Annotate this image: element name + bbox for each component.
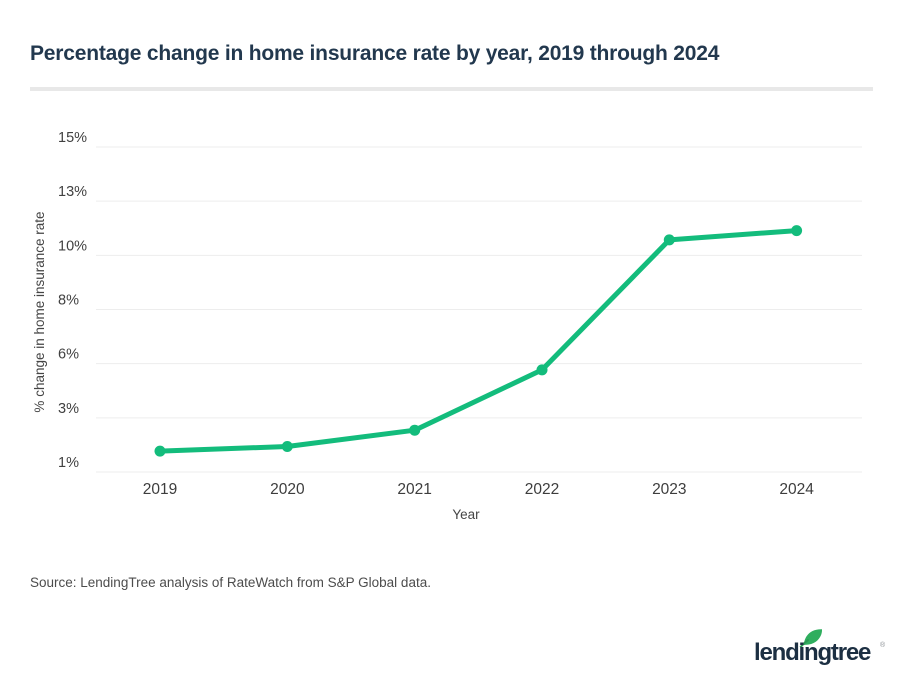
brand-wordmark: lendingtree bbox=[754, 639, 871, 666]
y-axis-title: % change in home insurance rate bbox=[32, 211, 47, 412]
series-line bbox=[157, 228, 800, 454]
y-axis-tick-label: 1% bbox=[58, 455, 79, 471]
data-point-marker bbox=[281, 441, 293, 452]
x-axis-tick-label: 2020 bbox=[270, 481, 305, 498]
x-axis-title: Year bbox=[452, 507, 480, 522]
y-axis-tick-label: 15% bbox=[58, 130, 87, 146]
x-axis-tick-label: 2021 bbox=[397, 481, 431, 498]
x-axis-tick-label: 2019 bbox=[143, 481, 177, 498]
x-axis-tick-label: 2023 bbox=[652, 481, 686, 498]
leaf-body bbox=[803, 629, 823, 646]
data-point-marker bbox=[536, 364, 548, 376]
chart-title: Percentage change in home insurance rate… bbox=[30, 42, 720, 65]
y-axis-tick-label: 6% bbox=[58, 347, 79, 363]
y-axis-tick-label: 10% bbox=[58, 238, 87, 254]
trademark-symbol: ® bbox=[880, 642, 886, 649]
title-divider bbox=[30, 87, 873, 91]
source-note: Source: LendingTree analysis of RateWatc… bbox=[30, 575, 431, 590]
x-axis-tick-label: 2022 bbox=[525, 481, 559, 498]
data-point-marker bbox=[409, 424, 421, 436]
data-point-marker bbox=[791, 225, 803, 237]
x-axis-tick-label: 2024 bbox=[779, 481, 814, 498]
brand-logo: lendingtree ® bbox=[748, 626, 896, 674]
leaf-stem bbox=[799, 639, 809, 647]
data-point-marker bbox=[663, 234, 675, 246]
y-axis-tick-label: 8% bbox=[58, 293, 79, 309]
y-axis-tick-label: 3% bbox=[58, 401, 79, 417]
data-point-marker bbox=[154, 445, 166, 457]
leaf-icon bbox=[799, 629, 823, 647]
y-axis-tick-label: 13% bbox=[58, 184, 87, 200]
